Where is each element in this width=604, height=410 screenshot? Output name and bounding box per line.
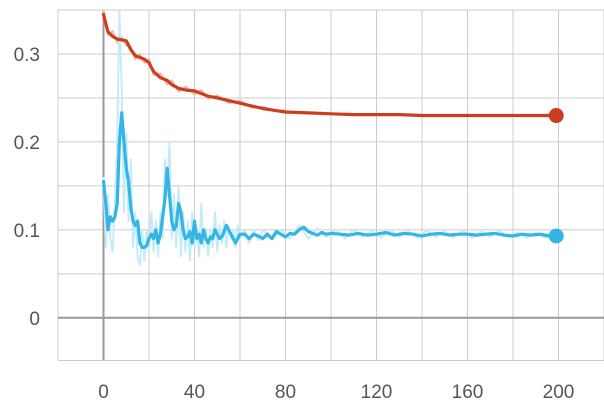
grid-lines bbox=[57, 9, 604, 361]
series-2-line bbox=[101, 111, 558, 249]
y-tick-label: 0 bbox=[29, 309, 40, 330]
series-1-line bbox=[101, 12, 558, 118]
x-tick-label: 200 bbox=[543, 382, 575, 403]
x-tick-label: 160 bbox=[452, 382, 484, 403]
series-2-end-marker bbox=[548, 228, 564, 244]
y-tick-label: 0.1 bbox=[14, 221, 40, 242]
y-tick-label: 0.3 bbox=[14, 45, 40, 66]
series-2-raw-line bbox=[102, 9, 555, 266]
raw-series-lines bbox=[102, 9, 555, 266]
x-axis-tick-labels: 0 40 80 120 160 200 bbox=[98, 382, 574, 403]
x-tick-label: 0 bbox=[98, 382, 109, 403]
smoothed-series-lines bbox=[101, 12, 558, 249]
x-tick-label: 120 bbox=[361, 382, 393, 403]
y-axis-tick-labels: 0 0.1 0.2 0.3 bbox=[14, 45, 40, 330]
series-end-markers bbox=[548, 108, 564, 244]
x-tick-label: 80 bbox=[275, 382, 296, 403]
series-1-end-marker bbox=[548, 108, 564, 124]
x-tick-label: 40 bbox=[184, 382, 205, 403]
y-tick-label: 0.2 bbox=[14, 133, 40, 154]
